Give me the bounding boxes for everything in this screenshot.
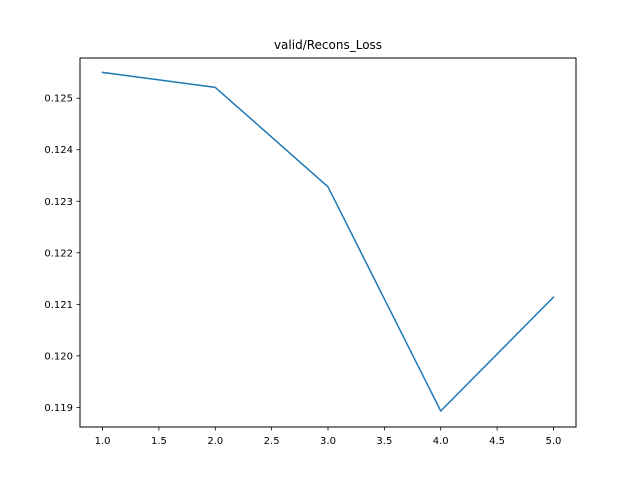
y-tick-label: 0.120 <box>44 351 73 362</box>
y-tick-label: 0.125 <box>44 94 73 105</box>
x-tick-label: 1.0 <box>95 436 111 447</box>
y-tick-label: 0.123 <box>44 197 73 208</box>
x-tick-label: 4.0 <box>433 436 449 447</box>
x-tick-label: 2.0 <box>207 436 223 447</box>
y-tick-label: 0.121 <box>44 300 73 311</box>
x-tick-label: 3.5 <box>376 436 392 447</box>
x-tick-label: 3.0 <box>320 436 336 447</box>
y-tick-label: 0.124 <box>44 145 73 156</box>
x-tick-label: 2.5 <box>264 436 280 447</box>
plot-area: 1.0 1.5 2.0 2.5 3.0 3.5 4.0 4.5 5.0 0.119 0.120 0.1… <box>44 71 562 447</box>
axes-frame <box>79 57 577 428</box>
y-tick-label: 0.119 <box>44 403 73 414</box>
series-line <box>101 71 555 412</box>
chart-title: valid/Recons_Loss <box>274 38 382 52</box>
x-tick-label: 4.5 <box>489 436 505 447</box>
x-tick-label: 5.0 <box>546 436 562 447</box>
x-tick-label: 1.5 <box>151 436 167 447</box>
y-tick-label: 0.122 <box>44 248 73 259</box>
